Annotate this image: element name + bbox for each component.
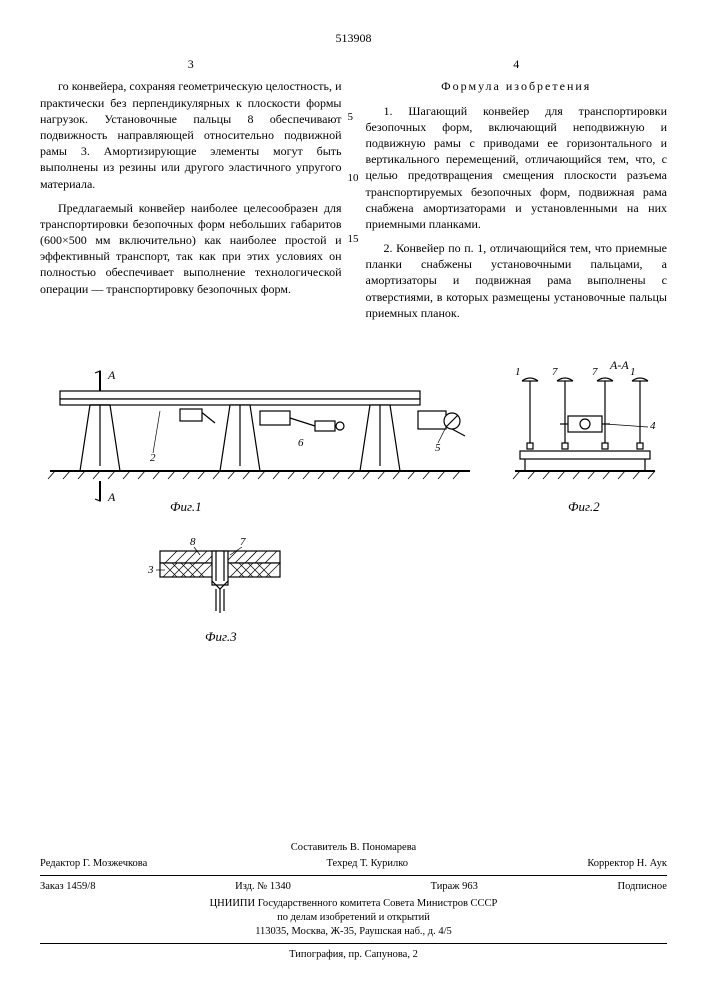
footer-tech-editor: Техред Т. Курилко bbox=[327, 857, 409, 871]
svg-text:1: 1 bbox=[515, 366, 521, 378]
footer-addr: 113035, Москва, Ж-35, Раушская наб., д. … bbox=[40, 925, 667, 939]
footer-izd: Изд. № 1340 bbox=[235, 880, 291, 894]
right-column-number: 4 bbox=[366, 56, 668, 72]
svg-text:3: 3 bbox=[147, 564, 154, 576]
svg-text:7: 7 bbox=[592, 366, 598, 378]
footer-order: Заказ 1459/8 bbox=[40, 880, 95, 894]
svg-text:А-А: А-А bbox=[609, 358, 629, 372]
svg-text:1: 1 bbox=[630, 366, 636, 378]
figures-svg: А bbox=[40, 351, 667, 651]
fig1-label: Фиг.1 bbox=[170, 499, 202, 514]
footer-corrector: Корректор Н. Аук bbox=[587, 857, 667, 871]
right-paragraph-2: 2. Конвейер по п. 1, отличающийся тем, ч… bbox=[366, 240, 668, 321]
fig2-label: Фиг.2 bbox=[568, 499, 600, 514]
right-paragraph-1: 1. Шагающий конвейер для транспортировки… bbox=[366, 103, 668, 233]
footer-subscription: Подписное bbox=[618, 880, 667, 894]
svg-text:7: 7 bbox=[552, 366, 558, 378]
svg-text:2: 2 bbox=[150, 452, 156, 464]
footer-compiler: Составитель В. Пономарева bbox=[40, 841, 667, 855]
left-column-number: 3 bbox=[40, 56, 342, 72]
footer-editor: Редактор Г. Мозжечкова bbox=[40, 857, 147, 871]
svg-text:4: 4 bbox=[650, 420, 656, 432]
footer-org1: ЦНИИПИ Государственного комитета Совета … bbox=[40, 897, 667, 911]
left-column: 3 го конвейера, сохраняя геометрическую … bbox=[40, 56, 342, 329]
left-paragraph-1: го конвейера, сохраняя геометрическую це… bbox=[40, 78, 342, 191]
figures-block: А bbox=[40, 351, 667, 651]
svg-text:7: 7 bbox=[240, 536, 246, 548]
svg-text:6: 6 bbox=[298, 437, 304, 449]
footer-org2: по делам изобретений и открытий bbox=[40, 911, 667, 925]
line-number: 10 bbox=[348, 171, 359, 186]
footer-divider-2 bbox=[40, 943, 667, 944]
footer: Составитель В. Пономарева Редактор Г. Мо… bbox=[40, 841, 667, 962]
figure-3: 8 7 3 bbox=[147, 536, 280, 613]
svg-text:А: А bbox=[107, 490, 116, 504]
text-columns: 3 го конвейера, сохраняя геометрическую … bbox=[40, 56, 667, 329]
line-number: 5 bbox=[348, 110, 359, 125]
fig3-label: Фиг.3 bbox=[205, 629, 237, 644]
left-paragraph-2: Предлагаемый конвейер наиболее целесообр… bbox=[40, 200, 342, 297]
footer-tirazh: Тираж 963 bbox=[431, 880, 478, 894]
line-numbers: 5 10 15 bbox=[348, 56, 359, 293]
document-number: 513908 bbox=[40, 30, 667, 46]
footer-typo: Типография, пр. Сапунова, 2 bbox=[40, 948, 667, 962]
figure-1: А bbox=[48, 368, 470, 504]
claims-title: Формула изобретения bbox=[366, 78, 668, 94]
line-number: 15 bbox=[348, 232, 359, 247]
footer-divider bbox=[40, 875, 667, 876]
svg-text:8: 8 bbox=[190, 536, 196, 548]
right-column: 5 10 15 4 Формула изобретения 1. Шагающи… bbox=[366, 56, 668, 329]
svg-text:5: 5 bbox=[435, 442, 441, 454]
figure-2: А-А bbox=[513, 358, 656, 479]
svg-text:А: А bbox=[107, 368, 116, 382]
